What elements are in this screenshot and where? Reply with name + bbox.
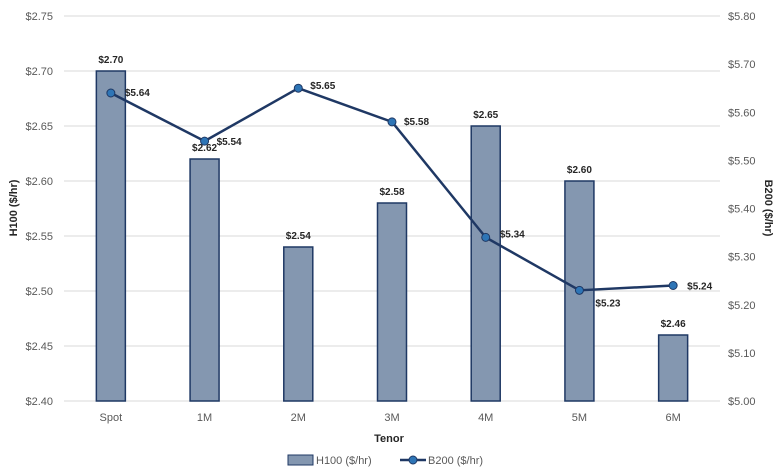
line-point [668,281,678,290]
y-tick-label: $2.70 [25,66,53,78]
line-data-label: $5.34 [500,229,525,240]
bar-data-label: $2.62 [192,143,217,154]
y2-tick-label: $5.10 [728,348,756,360]
x-tick-label: Spot [100,412,123,424]
bar [95,70,127,402]
y2-tick-label: $5.40 [728,204,756,216]
x-tick-label: 3M [384,412,399,424]
bar [189,158,220,402]
bar-data-label: $2.60 [567,165,592,176]
bar-data-label: $2.70 [98,55,123,66]
y2-tick-label: $5.80 [728,11,756,23]
y-tick-label: $2.55 [25,231,53,243]
line-data-label: $5.54 [217,137,242,148]
y2-tick-label: $5.50 [728,155,756,167]
y2-tick-label: $5.30 [728,252,756,264]
bar-data-label: $2.65 [473,110,498,121]
y2-axis-title: B200 ($/hr) [762,180,774,237]
y2-tick-label: $5.20 [728,300,756,312]
line-data-label: $5.64 [125,88,150,99]
bar [376,202,408,402]
y-axis-title: H100 ($/hr) [8,179,20,236]
line-series [106,83,678,295]
y-tick-label: $2.65 [25,121,53,133]
legend-line-marker [408,455,418,465]
y-tick-label: $2.45 [25,341,53,353]
x-tick-label: 2M [291,412,306,424]
y-tick-label: $2.50 [25,286,53,298]
left-axis-ticks: $2.40 $2.45 $2.50 $2.55 $2.60 $2.65 $2.70 $2.75 [25,11,53,408]
line-point [481,232,491,242]
x-axis-title: Tenor [374,433,404,445]
data-labels: $2.70 $2.62 $2.54 $2.58 $2.65 $2.60 $2.46 $5.64… [98,55,712,330]
bar-series [95,70,689,402]
legend-line-label: B200 ($/hr) [428,455,483,467]
x-tick-label: 1M [197,412,212,424]
bar-data-label: $2.54 [286,231,311,242]
y2-tick-label: $5.60 [728,107,756,119]
line-point [200,136,210,146]
bar [657,334,689,402]
bar-data-label: $2.46 [661,319,686,330]
y-tick-label: $2.60 [25,176,53,188]
x-tick-label: 5M [572,412,587,424]
x-axis-ticks: Spot 1M 2M 3M 4M 5M 6M [100,412,681,424]
bar [283,246,314,402]
legend-bar-swatch [287,454,314,466]
line-point [106,88,116,98]
line-point [387,117,397,127]
line-data-label: $5.23 [595,298,620,309]
line-point [293,83,303,93]
y-tick-label: $2.75 [25,11,53,23]
line-data-label: $5.58 [404,117,429,128]
bar [470,125,501,402]
bar-data-label: $2.58 [379,187,404,198]
y2-tick-label: $5.00 [728,396,756,408]
y2-tick-label: $5.70 [728,59,756,71]
x-tick-label: 4M [478,412,493,424]
line-point [574,285,584,295]
right-axis-ticks: $5.00 $5.10 $5.20 $5.30 $5.40 $5.50 $5.60 $5.70… [728,11,756,408]
line-data-label: $5.24 [687,282,712,293]
legend: H100 ($/hr) B200 ($/hr) [287,454,483,467]
y-tick-label: $2.40 [25,396,53,408]
x-tick-label: 6M [666,412,681,424]
line-data-label: $5.65 [310,81,335,92]
legend-bar-label: H100 ($/hr) [316,455,372,467]
